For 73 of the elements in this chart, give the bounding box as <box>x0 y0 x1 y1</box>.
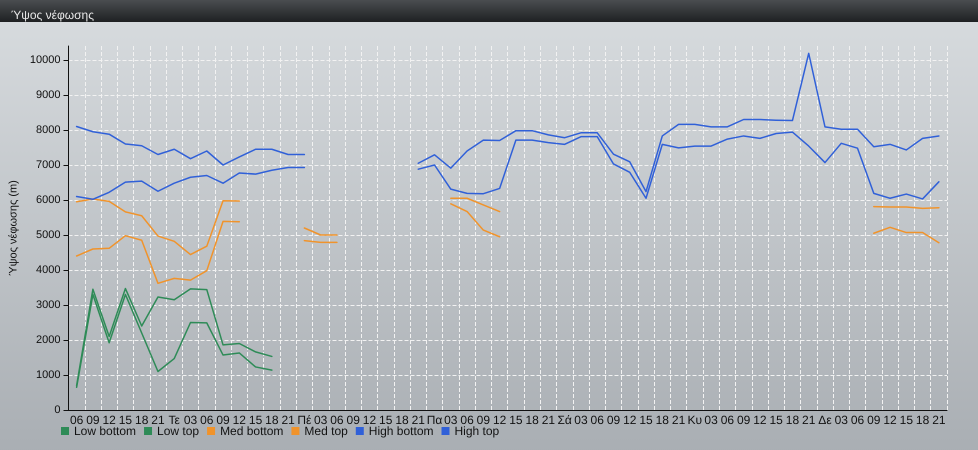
x-tick-label: 06 <box>720 413 734 427</box>
x-tick-label: 06 <box>200 413 214 427</box>
x-tick-label: 21 <box>542 413 556 427</box>
x-tick-label: 03 <box>834 413 848 427</box>
x-tick-label: 12 <box>102 413 116 427</box>
x-tick-label: 09 <box>86 413 100 427</box>
y-tick-label: 0 <box>54 404 60 416</box>
x-tick-label: 12 <box>753 413 767 427</box>
y-tick-label: 10000 <box>30 54 60 66</box>
x-tick-label: 18 <box>525 413 540 427</box>
x-tick-label: 18 <box>916 413 930 427</box>
x-tick-label: 15 <box>639 413 654 427</box>
x-tick-label: 15 <box>900 413 914 427</box>
x-tick-label: 12 <box>362 413 376 427</box>
legend-label: High top <box>454 424 500 438</box>
x-tick-label: Κυ <box>688 413 702 427</box>
y-tick-label: 1000 <box>36 369 60 381</box>
x-tick-label: Σά <box>558 413 572 427</box>
legend-label: Med bottom <box>220 424 284 438</box>
legend-label: Low bottom <box>74 424 136 438</box>
legend-label: Low top <box>157 424 200 438</box>
x-tick-label: 09 <box>606 413 620 427</box>
x-tick-label: 09 <box>867 413 881 427</box>
x-tick-label: 18 <box>395 413 409 427</box>
y-tick-label: 7000 <box>36 159 60 171</box>
x-tick-label: 21 <box>281 413 296 427</box>
y-tick-label: 3000 <box>36 299 60 311</box>
x-tick-label: 15 <box>509 413 523 427</box>
x-tick-label: 09 <box>346 413 360 427</box>
x-tick-label: 18 <box>786 413 800 427</box>
x-tick-label: 15 <box>770 413 784 427</box>
x-tick-label: 21 <box>932 413 946 427</box>
x-tick-label: Πέ <box>297 413 312 427</box>
x-tick-label: Τε <box>168 413 181 427</box>
x-tick-label: 12 <box>232 413 246 427</box>
x-tick-label: 15 <box>118 413 132 427</box>
x-tick-label: 18 <box>135 413 149 427</box>
legend-label: Med top <box>304 424 348 438</box>
x-tick-label: 15 <box>379 413 393 427</box>
x-tick-label: 09 <box>736 413 751 427</box>
x-tick-label: 12 <box>623 413 637 427</box>
x-tick-label: 03 <box>704 413 718 427</box>
y-tick-label: 5000 <box>36 229 60 241</box>
y-axis-title: Ύψος νέφωσης (m) <box>8 180 20 276</box>
x-tick-label: 21 <box>672 413 686 427</box>
x-tick-label: 09 <box>216 413 230 427</box>
x-tick-label: 06 <box>590 413 604 427</box>
x-tick-label: 21 <box>412 413 426 427</box>
chart-title: Ύψος νέφωσης <box>11 8 94 22</box>
y-tick-label: 8000 <box>36 124 60 136</box>
y-tick-label: 9000 <box>36 89 60 101</box>
x-tick-label: 03 <box>444 413 458 427</box>
x-tick-label: 03 <box>184 413 198 427</box>
x-tick-label: 09 <box>476 413 490 427</box>
y-tick-label: 6000 <box>36 194 60 206</box>
y-tick-label: 2000 <box>36 334 60 346</box>
x-tick-label: 12 <box>883 413 898 427</box>
x-tick-label: 06 <box>850 413 865 427</box>
x-tick-label: 18 <box>656 413 670 427</box>
x-tick-label: 03 <box>574 413 588 427</box>
y-tick-label: 4000 <box>36 264 60 276</box>
x-tick-label: 06 <box>460 413 474 427</box>
x-tick-label: Δε <box>818 413 832 427</box>
x-tick-label: 06 <box>330 413 344 427</box>
legend-label: High bottom <box>368 424 434 438</box>
x-tick-label: 21 <box>802 413 816 427</box>
x-tick-label: 15 <box>248 413 263 427</box>
x-tick-label: 03 <box>314 413 328 427</box>
x-tick-label: Πα <box>426 413 442 427</box>
x-tick-label: 12 <box>492 413 507 427</box>
x-tick-label: 21 <box>151 413 165 427</box>
x-tick-label: 18 <box>265 413 279 427</box>
x-tick-label: 06 <box>70 413 84 427</box>
